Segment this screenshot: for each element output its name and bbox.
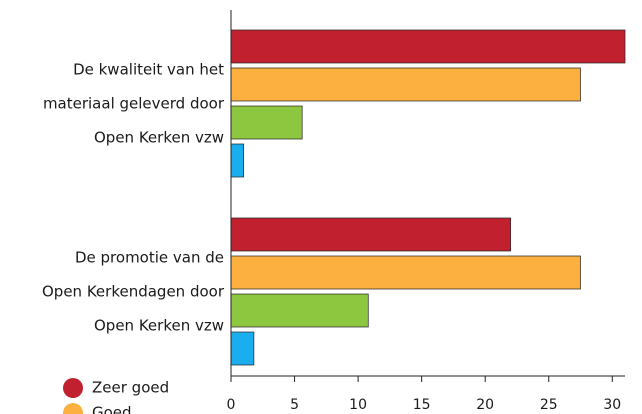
legend-label: Goed: [92, 404, 132, 414]
legend-label: Zeer goed: [92, 379, 169, 397]
bar: [230, 29, 626, 64]
legend-swatch: [63, 403, 83, 414]
x-tick-label: 20: [476, 397, 494, 413]
x-tick-label: 30: [603, 397, 621, 413]
x-tick-label: 25: [540, 397, 558, 413]
x-tick-label: 5: [290, 397, 299, 413]
x-tick-label: 10: [349, 397, 367, 413]
category-label: De kwaliteit van het: [73, 61, 224, 79]
bar: [230, 255, 581, 290]
bar: [230, 217, 511, 252]
category-label: materiaal geleverd door: [43, 95, 225, 113]
x-tick-label: 0: [227, 397, 236, 413]
bar: [230, 67, 581, 102]
bar: [230, 293, 369, 328]
bar: [230, 143, 245, 178]
category-label: Open Kerkendagen door: [42, 283, 225, 301]
x-tick-label: 15: [413, 397, 431, 413]
bar: [230, 331, 255, 366]
bar: [230, 105, 303, 140]
category-label: Open Kerken vzw: [94, 317, 224, 335]
category-label: De promotie van de: [75, 249, 224, 267]
category-label: Open Kerken vzw: [94, 129, 224, 147]
legend-swatch: [63, 378, 83, 398]
